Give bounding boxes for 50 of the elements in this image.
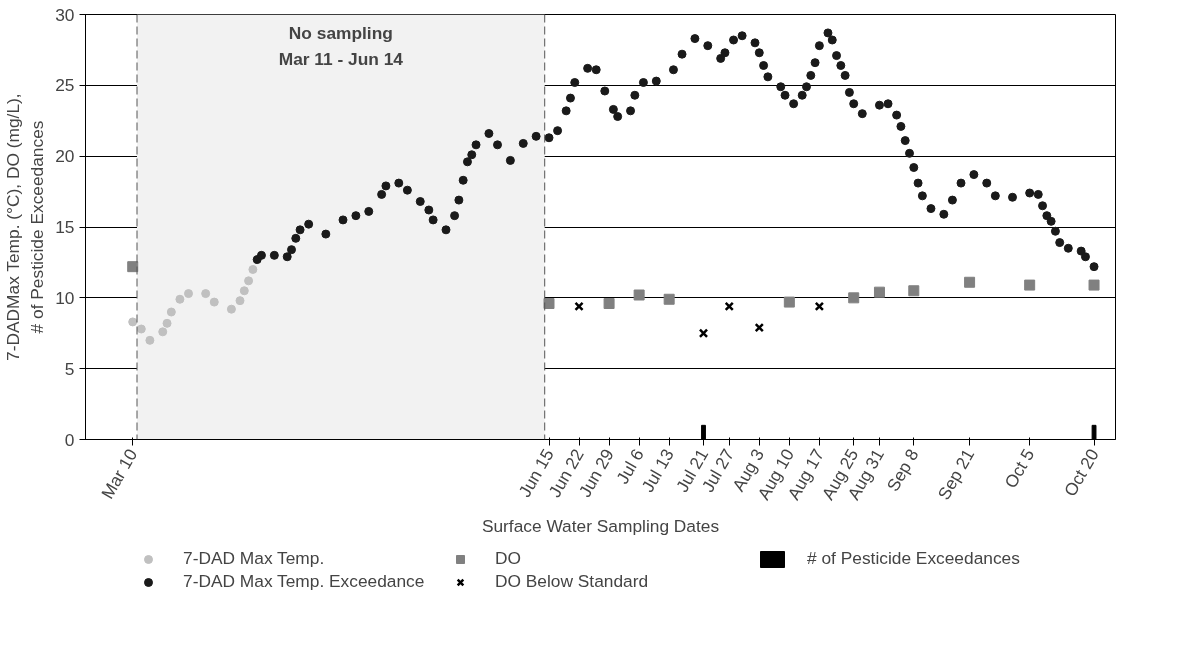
point <box>964 276 976 288</box>
point <box>724 301 735 312</box>
point <box>848 292 860 304</box>
point <box>162 318 172 328</box>
y-tick-label: 20 <box>55 146 75 167</box>
x-tick-label: Mar 10 <box>97 445 142 503</box>
x-tick-label: Oct 20 <box>1059 445 1103 500</box>
y-tick-label: 25 <box>55 75 75 96</box>
point <box>603 298 615 309</box>
x-tick-label: Sep 21 <box>933 445 979 504</box>
point <box>184 289 193 299</box>
point <box>201 289 211 299</box>
legend-label: 7-DAD Max Temp. <box>183 548 326 569</box>
y-tick-label: 30 <box>55 4 75 25</box>
point <box>1024 279 1036 291</box>
point <box>226 304 236 314</box>
point <box>166 307 176 317</box>
point <box>145 335 155 345</box>
legend-label: DO Below Standard <box>495 571 650 592</box>
point <box>128 317 138 327</box>
point <box>543 298 555 309</box>
legend-label: DO <box>495 548 522 569</box>
y-axis-title: 7-DADMax Temp. (°C), DO (mg/L), # of Pesticide Exceedances <box>3 93 48 361</box>
point <box>908 285 920 297</box>
point <box>754 322 765 333</box>
y-tick-label: 5 <box>64 358 75 379</box>
x-tick-label: Oct 5 <box>1000 445 1039 492</box>
legend-label: 7-DAD Max Temp. Exceedance <box>183 571 426 592</box>
point <box>235 296 245 306</box>
legend-label: # of Pesticide Exceedances <box>807 548 1021 569</box>
point <box>814 301 825 312</box>
point <box>209 297 219 307</box>
point <box>574 301 584 312</box>
y-tick-label: 10 <box>55 287 75 308</box>
point <box>698 328 709 339</box>
point <box>1088 279 1100 291</box>
point <box>248 265 258 274</box>
band-label: No sampling Mar 11 - Jun 14 <box>278 22 404 69</box>
point <box>783 296 795 308</box>
point <box>633 289 645 301</box>
y-tick-label: 0 <box>64 429 75 450</box>
point <box>873 286 885 298</box>
point <box>244 276 254 286</box>
point <box>158 327 168 337</box>
x-axis-title: Surface Water Sampling Dates <box>481 516 720 537</box>
point <box>663 293 675 305</box>
point <box>136 324 146 334</box>
point <box>239 286 249 296</box>
y-tick-label: 15 <box>55 217 75 237</box>
point <box>175 294 185 304</box>
